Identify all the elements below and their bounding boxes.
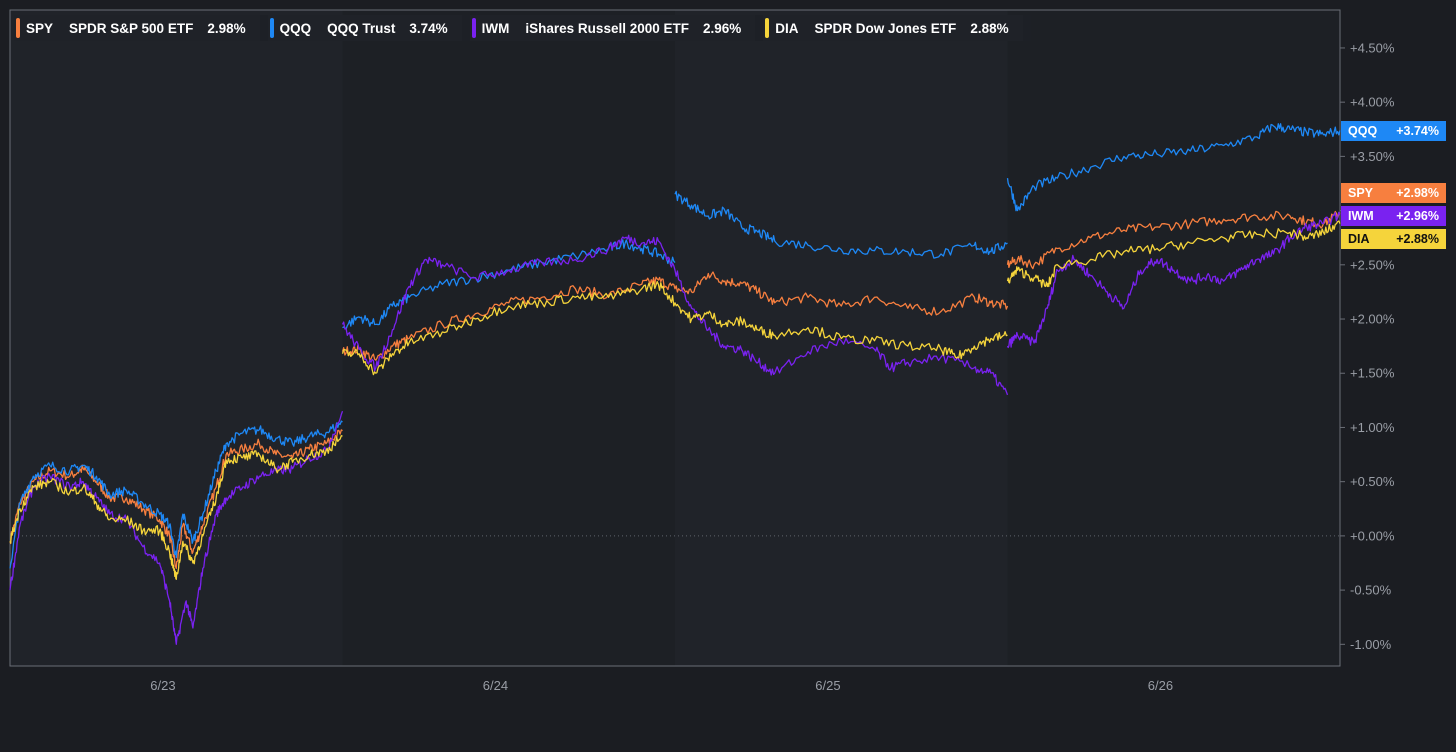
y-tick-label: +2.50%	[1350, 257, 1395, 272]
legend-swatch-dia	[765, 18, 770, 38]
end-label-dia: DIA +2.88%	[1341, 229, 1446, 249]
end-label-value: +2.96%	[1396, 209, 1439, 223]
end-label-iwm: IWM +2.96%	[1341, 206, 1446, 226]
legend-ticker: SPY	[26, 20, 54, 36]
end-label-ticker: DIA	[1348, 232, 1370, 246]
legend-ticker: QQQ	[279, 20, 312, 36]
legend-item-dia[interactable]: DIA SPDR Dow Jones ETF 2.88%	[763, 15, 1023, 41]
series-line-spy	[9, 429, 343, 570]
end-label-value: +3.74%	[1396, 124, 1439, 138]
series-line-spy	[1006, 210, 1341, 270]
legend-change: 2.96%	[703, 20, 742, 36]
day-band	[342, 10, 675, 666]
end-label-value: +2.98%	[1396, 186, 1439, 200]
end-label-value: +2.88%	[1396, 232, 1439, 246]
day-band	[1007, 10, 1340, 666]
x-tick-label: 6/24	[483, 678, 508, 693]
end-label-qqq: QQQ +3.74%	[1341, 121, 1446, 141]
y-tick-label: +1.00%	[1350, 420, 1395, 435]
legend-change: 3.74%	[409, 20, 448, 36]
legend-item-spy[interactable]: SPY SPDR S&P 500 ETF 2.98%	[14, 15, 260, 41]
y-tick-label: +2.00%	[1350, 312, 1395, 327]
end-label-ticker: IWM	[1348, 209, 1374, 223]
legend-name: SPDR Dow Jones ETF	[814, 20, 957, 36]
legend-change: 2.88%	[970, 20, 1009, 36]
x-tick-label: 6/25	[815, 678, 840, 693]
y-tick-label: +4.00%	[1350, 95, 1395, 110]
y-tick-label: -1.00%	[1350, 637, 1392, 652]
x-tick-label: 6/23	[150, 678, 175, 693]
series-line-dia	[1006, 220, 1341, 288]
legend-item-iwm[interactable]: IWM iShares Russell 2000 ETF 2.96%	[469, 15, 756, 41]
series-line-iwm	[1006, 211, 1341, 349]
y-tick-label: +0.50%	[1350, 474, 1395, 489]
series-line-spy	[341, 271, 1009, 361]
legend-swatch-spy	[16, 18, 20, 38]
series-line-dia	[9, 435, 343, 580]
y-tick-label: +3.50%	[1350, 149, 1395, 164]
legend-item-qqq[interactable]: QQQ QQQ Trust 3.74%	[267, 15, 462, 41]
series-line-qqq	[9, 420, 343, 569]
legend-change: 2.98%	[207, 20, 246, 36]
series-line-dia	[341, 280, 1008, 376]
y-tick-label: +1.50%	[1350, 366, 1395, 381]
legend: SPY SPDR S&P 500 ETF 2.98% QQQ QQQ Trust…	[14, 15, 1031, 41]
end-label-ticker: SPY	[1348, 186, 1374, 200]
y-tick-label: +4.50%	[1350, 40, 1395, 55]
series-line-iwm	[341, 234, 1009, 396]
series-line-qqq	[674, 190, 1008, 259]
x-tick-label: 6/26	[1148, 678, 1173, 693]
legend-name: iShares Russell 2000 ETF	[525, 20, 689, 36]
y-tick-label: -0.50%	[1350, 583, 1392, 598]
y-tick-label: +0.00%	[1350, 528, 1395, 543]
plot-border	[9, 9, 1341, 667]
legend-name: QQQ Trust	[327, 20, 396, 36]
series-line-qqq	[1006, 123, 1341, 212]
legend-swatch-iwm	[471, 18, 476, 38]
legend-name: SPDR S&P 500 ETF	[69, 20, 194, 36]
legend-ticker: DIA	[775, 20, 799, 36]
legend-ticker: IWM	[481, 20, 510, 36]
end-label-spy: SPY +2.98%	[1341, 183, 1446, 203]
legend-swatch-qqq	[269, 18, 274, 38]
end-label-ticker: QQQ	[1348, 124, 1378, 138]
